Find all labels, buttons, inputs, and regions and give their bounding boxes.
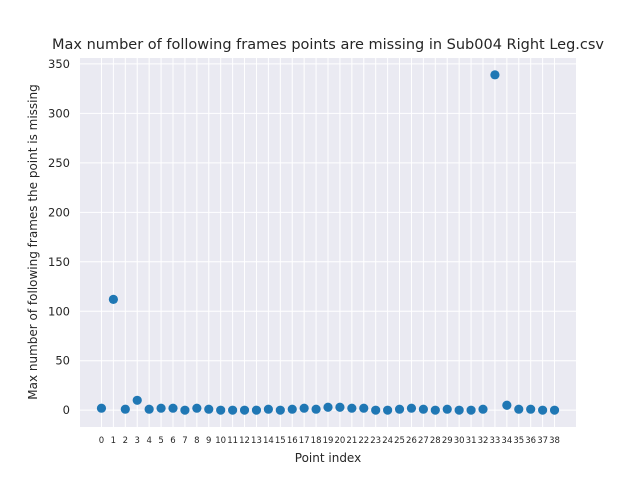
data-point [406, 403, 417, 413]
data-point [478, 404, 488, 414]
data-point [371, 405, 381, 415]
x-tick-label: 38 [549, 436, 560, 446]
y-tick-label: 200 [48, 205, 70, 219]
data-point [108, 294, 118, 304]
data-point [502, 400, 512, 410]
x-tick-label: 31 [466, 436, 477, 446]
x-tick-label: 23 [370, 436, 381, 446]
data-point [490, 70, 500, 80]
data-point [204, 404, 214, 414]
data-points [96, 70, 560, 415]
data-point [359, 403, 369, 413]
x-tick-label: 12 [239, 436, 250, 446]
y-tick-label: 100 [48, 304, 70, 318]
x-tick-label: 8 [194, 436, 199, 446]
chart-title: Max number of following frames points ar… [52, 37, 604, 53]
data-point [120, 404, 130, 414]
x-tick-label: 37 [537, 436, 548, 446]
data-point [526, 404, 536, 414]
data-point [514, 404, 524, 414]
x-tick-label: 32 [478, 436, 489, 446]
x-tick-label: 28 [430, 436, 441, 446]
data-point [299, 403, 309, 413]
data-point [251, 405, 262, 415]
data-point [144, 404, 154, 414]
data-point [538, 405, 548, 415]
data-point [347, 403, 357, 413]
data-point [216, 405, 226, 415]
data-point [549, 405, 560, 415]
x-tick-label: 5 [158, 436, 163, 446]
data-point [335, 402, 345, 412]
data-point [383, 405, 393, 415]
x-tick-label: 11 [227, 436, 238, 446]
x-tick-label: 4 [146, 436, 151, 446]
y-tick-label: 300 [48, 106, 70, 120]
x-tick-label: 33 [490, 436, 501, 446]
data-point [96, 403, 107, 413]
x-tick-label: 29 [442, 436, 453, 446]
y-axis-ticks: 0 50 100 150 200 250 300 350 [48, 57, 70, 417]
x-tick-label: 15 [275, 436, 286, 446]
x-tick-label: 1 [111, 436, 116, 446]
data-point [168, 403, 178, 413]
x-tick-label: 3 [135, 436, 140, 446]
grid [80, 58, 576, 427]
x-tick-label: 6 [170, 436, 175, 446]
y-tick-label: 150 [48, 255, 70, 269]
x-tick-label: 22 [358, 436, 369, 446]
x-tick-label: 10 [215, 436, 226, 446]
data-point [430, 405, 440, 415]
data-point [132, 395, 142, 405]
data-point [394, 404, 405, 414]
data-point [180, 405, 190, 415]
y-axis-label: Max number of following frames the point… [26, 84, 40, 399]
y-tick-label: 50 [55, 354, 70, 368]
x-tick-label: 7 [182, 436, 187, 446]
data-point [442, 404, 452, 414]
x-tick-label: 35 [513, 436, 524, 446]
x-tick-label: 34 [501, 436, 512, 446]
data-point [192, 403, 202, 413]
data-point [228, 405, 238, 415]
x-axis-label: Point index [295, 451, 361, 465]
x-tick-label: 30 [454, 436, 465, 446]
data-point [323, 402, 333, 412]
x-axis-ticks: 0 1 2 3 4 5 6 7 8 9 10 11 12 13 14 15 16 17 18 19 20 21 22 23 24… [99, 436, 560, 446]
data-point [454, 405, 464, 415]
x-tick-label: 0 [99, 436, 104, 446]
x-tick-label: 13 [251, 436, 262, 446]
data-point [287, 404, 297, 414]
y-tick-label: 0 [63, 403, 70, 417]
y-tick-label: 250 [48, 156, 70, 170]
x-tick-label: 24 [382, 436, 393, 446]
data-point [275, 405, 285, 415]
x-tick-label: 17 [299, 436, 310, 446]
x-tick-label: 14 [263, 436, 274, 446]
data-point [418, 404, 428, 414]
x-tick-label: 2 [123, 436, 128, 446]
x-tick-label: 16 [287, 436, 298, 446]
x-tick-label: 27 [418, 436, 429, 446]
x-tick-label: 19 [323, 436, 334, 446]
data-point [239, 405, 250, 415]
x-tick-label: 21 [346, 436, 357, 446]
data-point [466, 405, 476, 415]
x-tick-label: 18 [311, 436, 322, 446]
data-point [311, 404, 321, 414]
x-tick-label: 9 [206, 436, 211, 446]
x-tick-label: 26 [406, 436, 417, 446]
x-tick-label: 36 [525, 436, 536, 446]
x-tick-label: 20 [335, 436, 346, 446]
data-point [263, 404, 273, 414]
y-tick-label: 350 [48, 57, 70, 71]
x-tick-label: 25 [394, 436, 405, 446]
data-point [156, 403, 166, 413]
